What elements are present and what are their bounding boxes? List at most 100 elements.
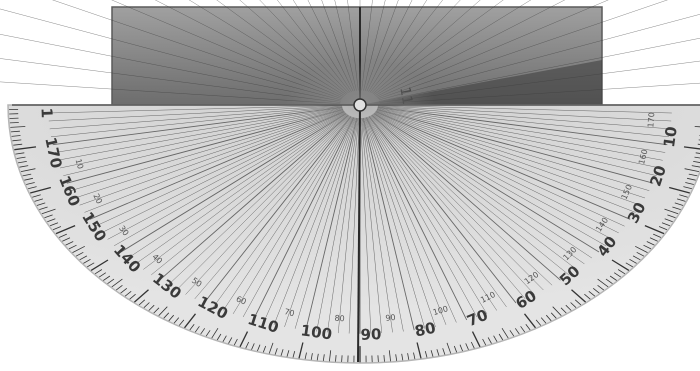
degree-tick [683, 146, 700, 150]
ruler-line [111, 0, 343, 98]
radial-line [367, 116, 488, 315]
degree-tick [86, 262, 95, 268]
degree-tick [535, 319, 542, 326]
degree-tick [65, 241, 74, 246]
degree-tick [560, 307, 567, 314]
degree-tick [75, 251, 84, 257]
degree-tick [41, 208, 56, 215]
radial-line [337, 118, 359, 334]
degree-tick [10, 130, 20, 133]
degree-tick [687, 177, 696, 181]
radial-line [176, 115, 350, 291]
degree-tick [153, 307, 160, 314]
degree-tick [617, 269, 626, 275]
degree-tick [216, 333, 222, 341]
degree-tick [120, 287, 128, 294]
inner-scale-label: 80 [334, 314, 345, 324]
radial-line [185, 115, 351, 295]
degree-tick [24, 177, 33, 181]
ruler-line [366, 0, 413, 92]
ruler-line [369, 0, 444, 93]
degree-tick [310, 353, 313, 360]
radial-line [371, 114, 561, 281]
degree-tick [685, 182, 694, 185]
radial-line [327, 118, 359, 333]
degree-tick [424, 350, 428, 358]
ruler-line [52, 0, 342, 100]
degree-tick [286, 350, 290, 357]
degree-tick [611, 259, 630, 271]
degree-tick [143, 302, 150, 308]
degree-tick [17, 161, 27, 164]
degree-tick [570, 302, 577, 308]
inner-scale-label: 160 [637, 148, 649, 165]
radial-line [305, 117, 358, 331]
degree-tick [222, 335, 227, 342]
ruler-line [0, 58, 341, 103]
degree-tick [520, 326, 526, 333]
ruler-line [259, 0, 349, 94]
degree-tick [674, 202, 684, 206]
inner-scale-label: 100 [432, 304, 449, 317]
outer-scale-label: 1 [38, 107, 56, 118]
outer-scale-label: 10 [660, 125, 681, 148]
degree-tick [597, 278, 609, 288]
degree-tick [94, 269, 103, 275]
degree-tick [148, 304, 155, 311]
degree-tick [442, 348, 446, 355]
inner-scale-label: 10 [74, 158, 85, 170]
ruler-line [154, 0, 344, 97]
degree-tick [584, 293, 591, 300]
inner-scale-label: 90 [385, 313, 396, 323]
degree-tick [643, 244, 652, 250]
outer-scale-label: 100 [300, 321, 334, 343]
degree-tick [540, 317, 547, 324]
ruler-line [361, 0, 373, 91]
degree-tick [58, 233, 67, 238]
degree-tick [658, 226, 668, 231]
radial-line [213, 116, 352, 308]
degree-tick [49, 222, 59, 227]
degree-tick [47, 218, 56, 223]
radial-line [242, 117, 354, 318]
degree-tick [525, 323, 531, 331]
inner-scale-label: 60 [235, 294, 248, 306]
degree-tick [514, 328, 520, 335]
radial-line [194, 116, 351, 300]
degree-tick [395, 354, 398, 361]
degree-tick [625, 262, 634, 268]
radial-line [365, 117, 468, 321]
degree-tick [211, 327, 219, 339]
degree-tick [697, 143, 700, 145]
degree-tick [552, 306, 562, 316]
degree-tick [597, 284, 605, 291]
degree-tick [694, 126, 700, 128]
degree-tick [465, 343, 469, 350]
ruler-line [373, 0, 504, 95]
degree-tick [316, 353, 319, 361]
degree-tick [39, 206, 48, 210]
radial-line [367, 116, 498, 311]
ruler-line [379, 37, 700, 102]
degree-tick [90, 259, 109, 271]
degree-tick [679, 194, 688, 198]
degree-tick [32, 194, 41, 198]
radial-line [372, 114, 577, 270]
degree-tick [501, 327, 509, 339]
degree-tick [22, 173, 32, 177]
degree-tick [574, 299, 582, 306]
degree-tick [83, 258, 91, 264]
outer-scale-label: 90 [360, 325, 381, 344]
radial-line [203, 116, 352, 304]
degree-tick [15, 152, 25, 155]
degree-tick [298, 342, 304, 359]
degree-tick [523, 313, 537, 329]
degree-tick [14, 146, 37, 151]
radial-line [368, 116, 507, 308]
degree-tick [498, 333, 504, 341]
degree-tick [251, 343, 255, 350]
radial-line [151, 114, 349, 276]
degree-tick [664, 218, 673, 223]
degree-tick [280, 349, 284, 356]
radial-line [159, 114, 349, 281]
